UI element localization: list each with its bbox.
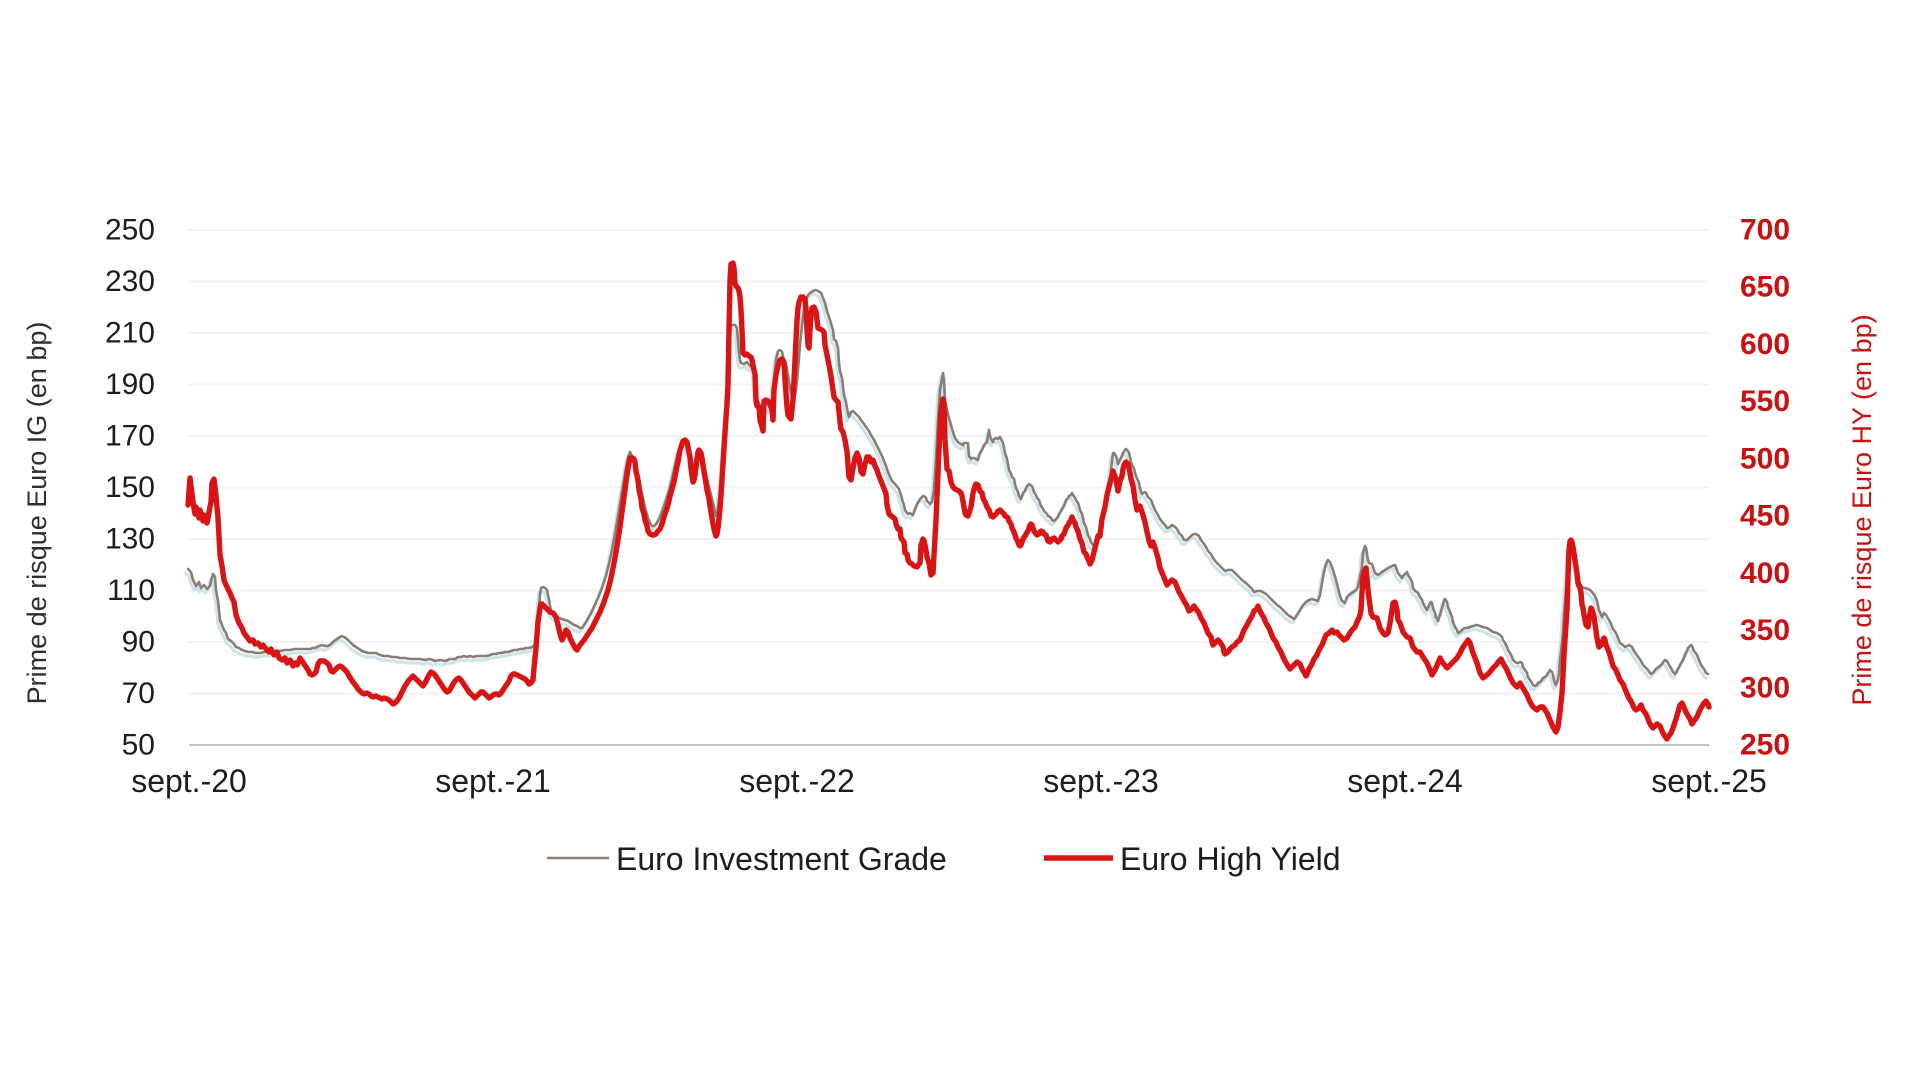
svg-text:90: 90 (122, 626, 155, 659)
svg-text:210: 210 (105, 317, 155, 350)
svg-text:Prime de risque Euro HY (en bp: Prime de risque Euro HY (en bp) (1847, 314, 1877, 705)
svg-text:150: 150 (105, 471, 155, 504)
svg-text:450: 450 (1740, 500, 1790, 533)
svg-text:600: 600 (1740, 328, 1790, 361)
svg-text:Euro High Yield: Euro High Yield (1120, 841, 1341, 877)
svg-text:700: 700 (1740, 214, 1790, 247)
svg-text:Euro Investment Grade: Euro Investment Grade (616, 841, 947, 877)
svg-text:500: 500 (1740, 442, 1790, 475)
svg-text:sept.-20: sept.-20 (131, 763, 247, 799)
svg-text:sept.-21: sept.-21 (435, 763, 551, 799)
svg-text:250: 250 (1740, 729, 1790, 762)
svg-text:70: 70 (122, 677, 155, 710)
svg-text:sept.-23: sept.-23 (1043, 763, 1159, 799)
svg-text:sept.-25: sept.-25 (1651, 763, 1767, 799)
svg-text:130: 130 (105, 523, 155, 556)
svg-text:190: 190 (105, 368, 155, 401)
svg-text:650: 650 (1740, 271, 1790, 304)
svg-text:350: 350 (1740, 614, 1790, 647)
svg-text:sept.-22: sept.-22 (739, 763, 855, 799)
svg-text:550: 550 (1740, 385, 1790, 418)
svg-text:230: 230 (105, 265, 155, 298)
svg-text:sept.-24: sept.-24 (1347, 763, 1463, 799)
svg-text:50: 50 (122, 729, 155, 762)
svg-text:110: 110 (107, 574, 155, 607)
svg-text:300: 300 (1740, 671, 1790, 704)
svg-text:Prime de risque Euro IG (en bp: Prime de risque Euro IG (en bp) (22, 322, 52, 705)
svg-text:400: 400 (1740, 557, 1790, 590)
svg-text:170: 170 (105, 420, 155, 453)
svg-text:250: 250 (105, 214, 155, 247)
